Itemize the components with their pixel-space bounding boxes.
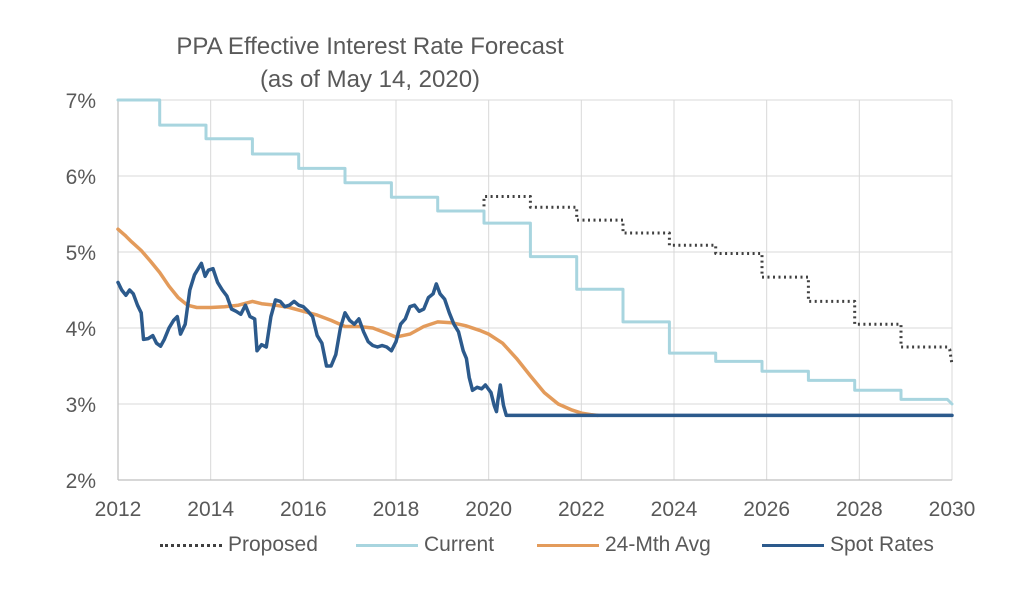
y-tick-label: 2% <box>66 470 96 493</box>
legend-item-current: Current <box>356 533 494 557</box>
chart-title: PPA Effective Interest Rate Forecast <box>176 33 564 60</box>
tick-labels: 2012 2014 2016 2018 2020 2022 2024 2026 2028 2030… <box>66 90 976 521</box>
x-tick-label: 2022 <box>558 498 605 521</box>
legend-label: 24-Mth Avg <box>605 533 711 556</box>
legend: Proposed Current 24-Mth Avg Spot Rates <box>0 533 1024 563</box>
x-tick-label: 2014 <box>187 498 234 521</box>
legend-label: Spot Rates <box>830 533 934 556</box>
x-tick-label: 2016 <box>280 498 327 521</box>
legend-label: Current <box>424 533 495 556</box>
y-tick-label: 7% <box>66 90 96 113</box>
y-tick-label: 5% <box>66 242 96 265</box>
legend-swatch <box>762 543 824 547</box>
x-tick-label: 2030 <box>929 498 976 521</box>
series-line-current <box>116 98 954 406</box>
legend-item-24-mth-avg: 24-Mth Avg <box>537 533 711 557</box>
grid <box>118 99 953 480</box>
x-tick-label: 2018 <box>373 498 420 521</box>
legend-swatch <box>356 543 418 547</box>
x-tick-label: 2020 <box>465 498 512 521</box>
legend-swatch <box>537 543 599 547</box>
x-tick-label: 2024 <box>651 498 698 521</box>
x-tick-label: 2028 <box>836 498 883 521</box>
series-line-24-mth-avg <box>116 227 600 418</box>
y-tick-label: 4% <box>66 318 96 341</box>
chart-subtitle: (as of May 14, 2020) <box>259 66 481 93</box>
series-lines <box>116 98 954 418</box>
x-tick-label: 2026 <box>743 498 790 521</box>
y-tick-label: 6% <box>66 166 96 189</box>
x-tick-label: 2012 <box>95 498 142 521</box>
axes <box>117 100 952 481</box>
series-line-proposed <box>482 195 954 365</box>
chart-title-block: PPA Effective Interest Rate Forecast (as… <box>160 30 580 96</box>
legend-item-spot-rates: Spot Rates <box>762 533 934 557</box>
y-tick-label: 3% <box>66 394 96 417</box>
legend-swatch <box>160 543 222 547</box>
legend-item-proposed: Proposed <box>160 533 318 557</box>
series-line-spot-rates <box>116 261 954 418</box>
legend-label: Proposed <box>228 533 318 556</box>
